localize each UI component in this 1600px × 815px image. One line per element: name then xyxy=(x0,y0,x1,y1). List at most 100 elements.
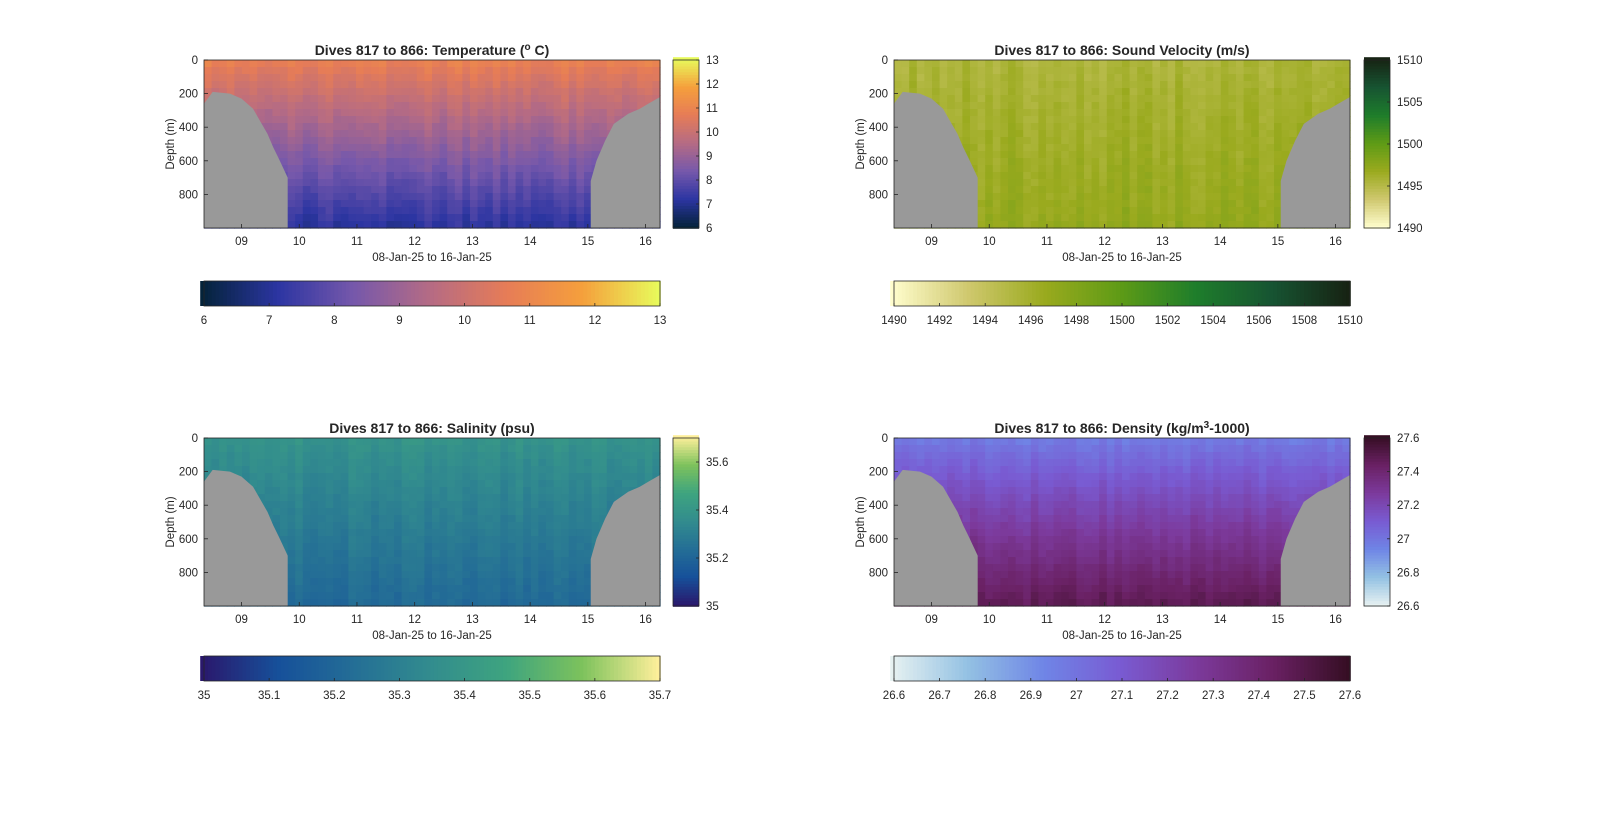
heatmap-cell xyxy=(1053,109,1062,117)
heatmap-cell xyxy=(1266,123,1275,131)
colorbar-bottom-swatch xyxy=(207,281,213,306)
heatmap-cell xyxy=(394,466,403,474)
heatmap-cell xyxy=(363,466,372,474)
heatmap-cell xyxy=(310,578,319,586)
heatmap-cell xyxy=(211,67,220,75)
heatmap-cell xyxy=(416,564,425,572)
colorbar-bottom-swatch xyxy=(441,656,447,681)
heatmap-cell xyxy=(652,452,661,460)
heatmap-cell xyxy=(629,81,638,89)
heatmap-cell xyxy=(1068,193,1077,201)
heatmap-cell xyxy=(325,501,334,509)
heatmap-cell xyxy=(485,158,494,166)
heatmap-cell xyxy=(546,116,555,124)
heatmap-cell xyxy=(447,60,456,68)
heatmap-cell xyxy=(378,102,387,110)
heatmap-cell xyxy=(1167,165,1176,173)
colorbar-bottom-swatch xyxy=(227,656,232,681)
heatmap-cell xyxy=(1023,95,1032,103)
heatmap-cell xyxy=(477,102,486,110)
heatmap-cell xyxy=(439,550,448,558)
heatmap-cell xyxy=(1038,67,1047,75)
heatmap-cell xyxy=(932,95,941,103)
heatmap-cell xyxy=(264,95,273,103)
heatmap-cell xyxy=(1144,130,1153,138)
colorbar-bottom-swatch xyxy=(449,656,454,681)
heatmap-cell xyxy=(371,172,380,180)
colorbar-right-swatch xyxy=(673,497,699,502)
heatmap-cell xyxy=(280,438,289,446)
heatmap-cell xyxy=(530,193,539,201)
heatmap-cell xyxy=(1266,172,1275,180)
heatmap-cell xyxy=(530,102,539,110)
heatmap-cell xyxy=(356,543,365,551)
y-tick-label: 0 xyxy=(192,55,198,67)
heatmap-cell xyxy=(1046,151,1055,159)
colorbar-bottom-swatch xyxy=(395,281,401,306)
heatmap-cell xyxy=(1243,179,1252,187)
heatmap-cell xyxy=(1182,74,1191,82)
heatmap-cell xyxy=(538,515,547,523)
heatmap-cell xyxy=(1015,193,1024,201)
heatmap-cell xyxy=(1144,186,1153,194)
heatmap-cell xyxy=(530,571,539,579)
heatmap-cell xyxy=(378,200,387,208)
heatmap-cell xyxy=(394,592,403,600)
heatmap-cell xyxy=(363,571,372,579)
heatmap-cell xyxy=(591,74,600,82)
heatmap-cell xyxy=(280,81,289,89)
heatmap-cell xyxy=(432,207,441,215)
heatmap-cell xyxy=(977,88,986,96)
heatmap-cell xyxy=(1243,95,1252,103)
heatmap-cell xyxy=(454,564,463,572)
heatmap-cell xyxy=(1236,102,1245,110)
heatmap-cell xyxy=(432,193,441,201)
heatmap-cell xyxy=(1167,130,1176,138)
heatmap-cell xyxy=(439,109,448,117)
heatmap-cell xyxy=(325,557,334,565)
heatmap-cell xyxy=(1106,172,1115,180)
heatmap-cell xyxy=(356,200,365,208)
heatmap-cell xyxy=(515,179,524,187)
colorbar-bottom-swatch xyxy=(1315,281,1321,306)
heatmap-cell xyxy=(302,200,311,208)
heatmap-cell xyxy=(561,60,570,68)
colorbar-bottom-swatch xyxy=(1058,281,1064,306)
heatmap-cell xyxy=(1281,102,1290,110)
heatmap-cell xyxy=(1220,88,1229,96)
heatmap-cell xyxy=(515,494,524,502)
heatmap-cell xyxy=(454,599,463,607)
heatmap-cell xyxy=(234,459,243,467)
heatmap-cell xyxy=(576,88,585,96)
heatmap-cell xyxy=(378,571,387,579)
colorbar-bottom-swatch xyxy=(349,281,355,306)
colorbar-right-swatch xyxy=(673,88,699,93)
heatmap-cell xyxy=(561,445,570,453)
colorbar-bottom-swatch xyxy=(1051,281,1056,306)
heatmap-cell xyxy=(363,536,372,544)
heatmap-cell xyxy=(280,515,289,523)
colorbar-right-swatch xyxy=(673,179,699,184)
colorbar-bottom-swatch xyxy=(1001,281,1006,306)
heatmap-cell xyxy=(462,158,471,166)
heatmap-cell xyxy=(462,501,471,509)
x-tick-label: 16 xyxy=(639,236,652,248)
heatmap-cell xyxy=(470,522,479,530)
heatmap-cell xyxy=(1251,158,1260,166)
heatmap-cell xyxy=(515,67,524,75)
heatmap-cell xyxy=(1182,207,1191,215)
heatmap-cell xyxy=(652,473,661,481)
heatmap-cell xyxy=(1122,74,1131,82)
colorbar-right-swatch xyxy=(1364,91,1390,95)
colorbar-bottom-swatch xyxy=(587,281,592,306)
heatmap-cell xyxy=(1000,207,1009,215)
panel-2: Dives 817 to 866: Salinity (psu)02004006… xyxy=(165,420,729,702)
heatmap-cell xyxy=(1274,81,1283,89)
colorbar-bottom-label: 13 xyxy=(654,315,667,327)
heatmap-cell xyxy=(530,165,539,173)
colorbar-right-swatch xyxy=(673,560,699,565)
heatmap-cell xyxy=(1099,207,1108,215)
heatmap-cell xyxy=(249,95,258,103)
heatmap-cell xyxy=(462,585,471,593)
heatmap-cell xyxy=(1008,158,1017,166)
